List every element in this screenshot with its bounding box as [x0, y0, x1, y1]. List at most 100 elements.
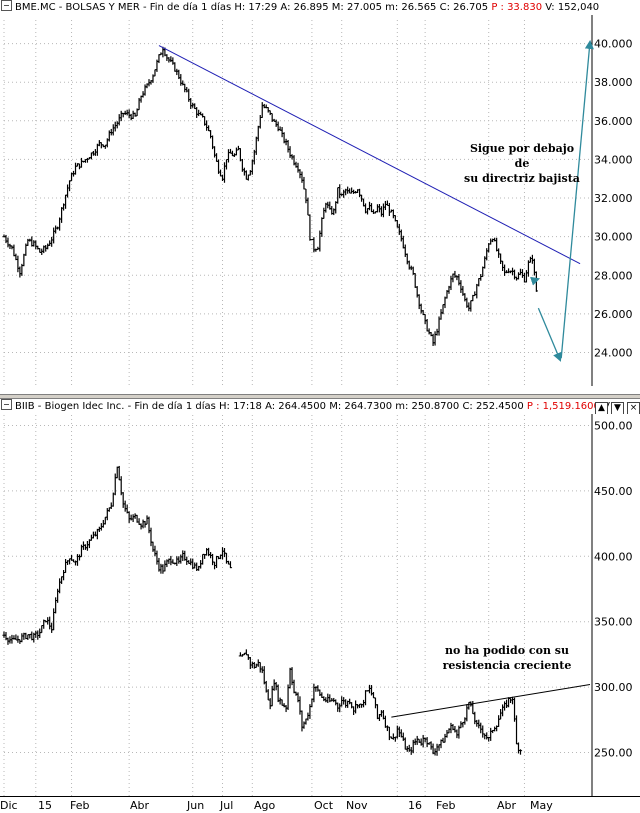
biib-ohlc-bar: [373, 697, 378, 709]
bme-y-tick-label: 34.000: [594, 153, 633, 166]
bme-ohlc-bar: [300, 171, 304, 183]
bme-ohlc-bar: [320, 217, 324, 237]
bme-ohlc-bar: [63, 194, 68, 209]
bme-ohlc-bar: [302, 176, 306, 190]
biib-ohlc-bar: [2, 631, 6, 638]
biib-chart-pane[interactable]: 250.00 300.00 350.00 400.00 450.00 500.00 BII…: [0, 399, 640, 796]
biib-y-tick-label: 250.00: [594, 746, 633, 759]
biib-ohlc-bar: [28, 633, 32, 639]
bme-ohlc-bar: [334, 201, 338, 214]
biib-ohlc-bar: [348, 698, 352, 705]
biib-gridlines: [3, 407, 592, 796]
bme-ohlc-bar: [350, 187, 354, 194]
biib-ohlc-bar: [298, 696, 302, 715]
biib-ohlc-bar: [340, 696, 344, 707]
bme-ohlc-bar: [304, 188, 308, 204]
time-axis-label: Dic: [0, 799, 18, 812]
pane-window-buttons: ▲ ▼ ×: [592, 400, 640, 414]
bme-ohlc-bar: [50, 236, 54, 247]
biib-ohlc-bar: [113, 473, 117, 496]
close-icon[interactable]: ×: [627, 402, 640, 414]
bme-ohlc-bar: [169, 56, 173, 63]
bme-overlays: [158, 39, 594, 362]
bme-ohlc-bar: [119, 110, 123, 122]
bme-ohlc-bar: [383, 200, 388, 211]
time-axis-label: Oct: [314, 799, 334, 812]
caret-up-icon[interactable]: ▲: [595, 402, 608, 414]
biib-ohlc-bar: [397, 726, 401, 737]
bme-y-tick-label: 38.000: [594, 76, 633, 89]
bme-ohlc-bar: [348, 188, 352, 194]
bme-projection-bounce-arrow: [530, 276, 541, 286]
bme-projection-down-arrow: [537, 307, 562, 362]
bme-y-tick-label: 28.000: [594, 269, 633, 282]
biib-ohlc-bar: [512, 697, 517, 722]
biib-ohlc-bar: [54, 597, 58, 614]
bme-ohlc-bar: [423, 314, 427, 324]
bme-ohlc-bar: [8, 243, 12, 250]
bme-ohlc-bar: [60, 207, 64, 223]
biib-y-tick-label: 350.00: [594, 616, 633, 629]
bme-ohlc-bar: [387, 202, 391, 216]
bme-gridlines: [3, 20, 592, 386]
bme-price-chart: 24.000 26.000 28.000 30.000 32.000 34.000 36.0…: [2, 0, 633, 386]
biib-ohlc-bar: [363, 690, 368, 706]
time-axis-label: Feb: [436, 799, 456, 812]
bme-ohlc-bar: [425, 319, 429, 332]
biib-ohlc-bar: [61, 570, 66, 581]
biib-ohlc-bar: [407, 744, 411, 752]
biib-ohlc-bar: [399, 729, 403, 738]
bme-ohlc-bar: [405, 253, 409, 265]
bme-ohlc-bar: [314, 248, 318, 252]
pane-splitter[interactable]: [0, 394, 640, 399]
bme-ohlc-bar: [395, 220, 399, 228]
biib-ohlc-bar: [238, 652, 242, 657]
biib-ohlc-bar: [161, 564, 165, 574]
bme-ohlc-bar: [238, 148, 242, 162]
biib-ohlc-bar: [50, 622, 54, 633]
biib-ohlc-bar: [379, 710, 384, 717]
caret-down-icon[interactable]: ▼: [611, 402, 624, 414]
biib-ohlc-bar: [141, 519, 145, 529]
bme-ohlc-bar: [214, 153, 219, 162]
bme-chart-pane[interactable]: 24.000 26.000 28.000 30.000 32.000 34.000 36.0…: [0, 0, 640, 394]
bme-ohlc-bar: [415, 286, 419, 298]
biib-ohlc-bar: [501, 704, 505, 717]
biib-ohlc-bar: [67, 558, 72, 565]
biib-ohlc-bar: [375, 704, 380, 720]
biib-ohlc-bar: [423, 737, 427, 743]
biib-ohlc-bar: [278, 697, 282, 705]
biib-ohlc-bar: [493, 726, 497, 732]
biib-ohlc-bar: [38, 628, 42, 638]
bme-ohlc-bar: [377, 204, 382, 213]
bme-ohlc-bar: [357, 188, 362, 198]
bme-y-tick-label: 24.000: [594, 346, 633, 359]
biib-ohlc-bar: [111, 492, 115, 507]
bme-ohlc-bar: [220, 174, 225, 182]
biib-ohlc-bar: [20, 633, 24, 643]
bme-ohlc-bar: [212, 146, 217, 158]
biib-ohlc-bar: [395, 725, 399, 739]
time-axis-label: May: [530, 799, 553, 812]
time-axis-label: Abr: [497, 799, 517, 812]
bme-ohlc-bar: [499, 253, 503, 265]
biib-ohlc-bar: [85, 540, 90, 551]
biib-ohlc-bar: [294, 691, 298, 696]
bme-ohlc-bar: [77, 163, 82, 170]
biib-ohlc-bar: [262, 666, 266, 685]
bme-ohlc-bar: [495, 237, 499, 252]
bme-annotation-line1: Sigue por debajo de: [469, 142, 575, 170]
minus-box-icon[interactable]: [1, 0, 12, 11]
biib-ohlc-bar: [181, 550, 185, 562]
biib-ohlc-bar: [149, 527, 153, 547]
minus-box-icon[interactable]: [1, 399, 12, 410]
biib-ohlc-bar: [403, 737, 407, 750]
biib-ohlc-bar: [121, 492, 125, 508]
biib-ohlc-bar: [268, 698, 272, 710]
biib-y-tick-label: 400.00: [594, 550, 633, 563]
biib-annotation-line2: resistencia creciente: [442, 659, 572, 672]
bme-ohlc-bar: [361, 198, 366, 207]
biib-ohlc-bar: [467, 701, 471, 710]
bme-ohlc-bar: [439, 309, 443, 320]
biib-y-tick-label: 450.00: [594, 485, 633, 498]
